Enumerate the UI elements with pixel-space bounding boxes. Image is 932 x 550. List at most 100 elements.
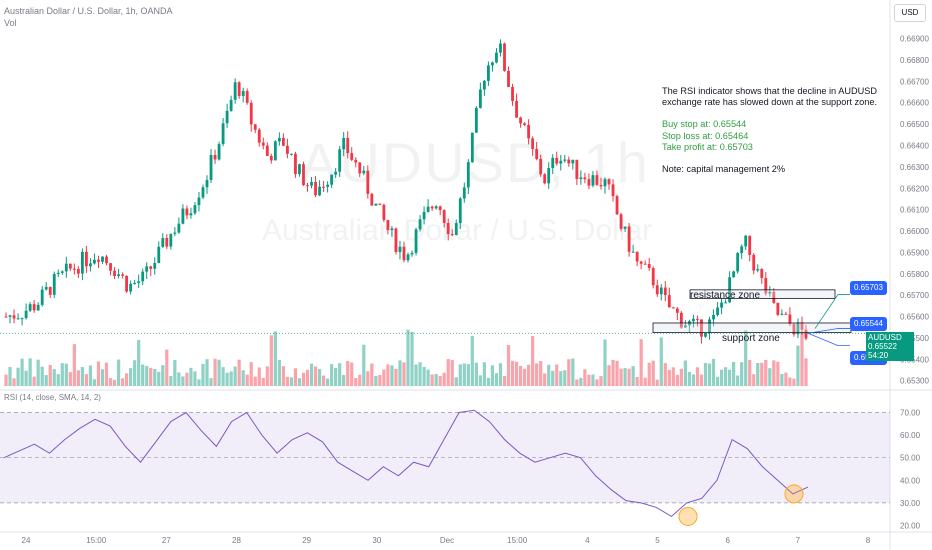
volume-bar	[651, 360, 655, 386]
candle-body	[8, 315, 12, 317]
time-tick-label: 4	[585, 536, 590, 545]
price-tick-label: 0.66800	[900, 56, 929, 65]
volume-bar	[756, 362, 760, 386]
volume-bar	[748, 359, 752, 386]
candle-body	[587, 179, 591, 186]
candle-body	[784, 313, 788, 315]
volume-bar	[527, 364, 531, 386]
candle-body	[121, 274, 124, 276]
volume-bar	[458, 364, 462, 386]
candle-body	[306, 185, 309, 187]
chart-title: Australian Dollar / U.S. Dollar, 1h, OAN…	[4, 6, 173, 16]
volume-bar	[410, 331, 414, 386]
volume-bar	[330, 364, 334, 386]
volume-bar	[623, 368, 627, 386]
volume-bar	[603, 339, 607, 386]
candle-body	[253, 124, 257, 130]
rsi-divergence-marker-1	[678, 506, 698, 526]
candle-body	[48, 286, 52, 295]
candle-body	[466, 162, 470, 188]
candle-body	[265, 145, 269, 156]
volume-bar	[297, 378, 302, 386]
candle-body	[273, 141, 277, 161]
candle-body	[386, 220, 390, 231]
candle-body	[109, 263, 112, 271]
candle-body	[788, 314, 792, 325]
volume-bar	[277, 359, 281, 386]
take-profit-tag[interactable]: 0.65703	[850, 281, 887, 295]
rsi-tick-label: 70.00	[900, 409, 921, 418]
take-profit-connector	[814, 294, 850, 329]
volume-bar	[108, 378, 113, 386]
candle-body	[165, 238, 169, 247]
candle-body	[290, 153, 293, 155]
candle-body	[12, 315, 16, 319]
volume-bar	[510, 360, 515, 386]
volume-bar	[675, 374, 679, 386]
volume-bar	[679, 368, 683, 386]
volume-bar	[518, 365, 523, 386]
candle-body	[101, 256, 104, 262]
candle-body	[736, 253, 740, 272]
candle-body	[470, 132, 474, 163]
candle-body	[217, 144, 221, 160]
candle-body	[507, 70, 510, 87]
volume-bar	[193, 371, 197, 386]
volume-bar	[764, 360, 768, 386]
volume-bar	[305, 369, 310, 386]
volume-bar	[362, 344, 366, 386]
volume-bar	[539, 361, 543, 386]
volume-bar	[181, 376, 185, 386]
volume-bar	[454, 377, 458, 386]
volume-bar	[494, 373, 499, 386]
volume-bar	[120, 378, 125, 386]
candle-body	[378, 203, 382, 205]
price-tick-label: 0.66600	[900, 99, 929, 108]
candle-body	[442, 210, 446, 223]
time-tick-label: 27	[162, 536, 171, 545]
volume-bar	[462, 363, 466, 386]
candle-body	[667, 295, 671, 308]
candle-body	[117, 274, 120, 276]
note-line-2: exchange rate has slowed down at the sup…	[662, 97, 878, 108]
volume-bar	[20, 358, 24, 386]
candle-body	[145, 266, 149, 272]
volume-bar	[205, 359, 209, 386]
candle-body	[635, 251, 639, 262]
candle-body	[744, 235, 748, 247]
candle-body	[402, 246, 406, 261]
volume-bar	[221, 367, 225, 386]
volume-bar	[543, 373, 547, 386]
candle-body	[426, 206, 430, 212]
volume-bar	[366, 371, 370, 386]
volume-bar	[647, 362, 651, 386]
candle-body	[740, 246, 744, 254]
volume-bar	[338, 363, 342, 386]
price-tick-label: 0.66300	[900, 163, 929, 172]
volume-bar	[257, 367, 261, 386]
volume-bar	[607, 365, 611, 386]
candle-body	[712, 314, 715, 320]
volume-bar	[796, 345, 800, 386]
candle-body	[671, 307, 675, 309]
candle-body	[804, 329, 808, 339]
candle-body	[478, 89, 482, 108]
currency-button[interactable]: USD	[894, 4, 926, 22]
candle-body	[354, 159, 358, 163]
buy-stop-tag[interactable]: 0.65544	[850, 317, 887, 331]
volume-bar	[695, 367, 700, 386]
candle-body	[663, 287, 667, 296]
candle-body	[760, 269, 764, 278]
volume-bar	[667, 369, 671, 386]
rsi-tick-label: 40.00	[900, 476, 921, 485]
candle-body	[281, 137, 285, 146]
candle-body	[523, 123, 526, 125]
candle-body	[40, 289, 44, 305]
candle-body	[269, 155, 273, 161]
volume-bar	[177, 372, 181, 386]
candle-body	[438, 206, 442, 211]
volume-bar	[683, 360, 687, 386]
candle-body	[700, 319, 703, 337]
candle-body	[511, 86, 514, 101]
candle-body	[491, 62, 494, 66]
